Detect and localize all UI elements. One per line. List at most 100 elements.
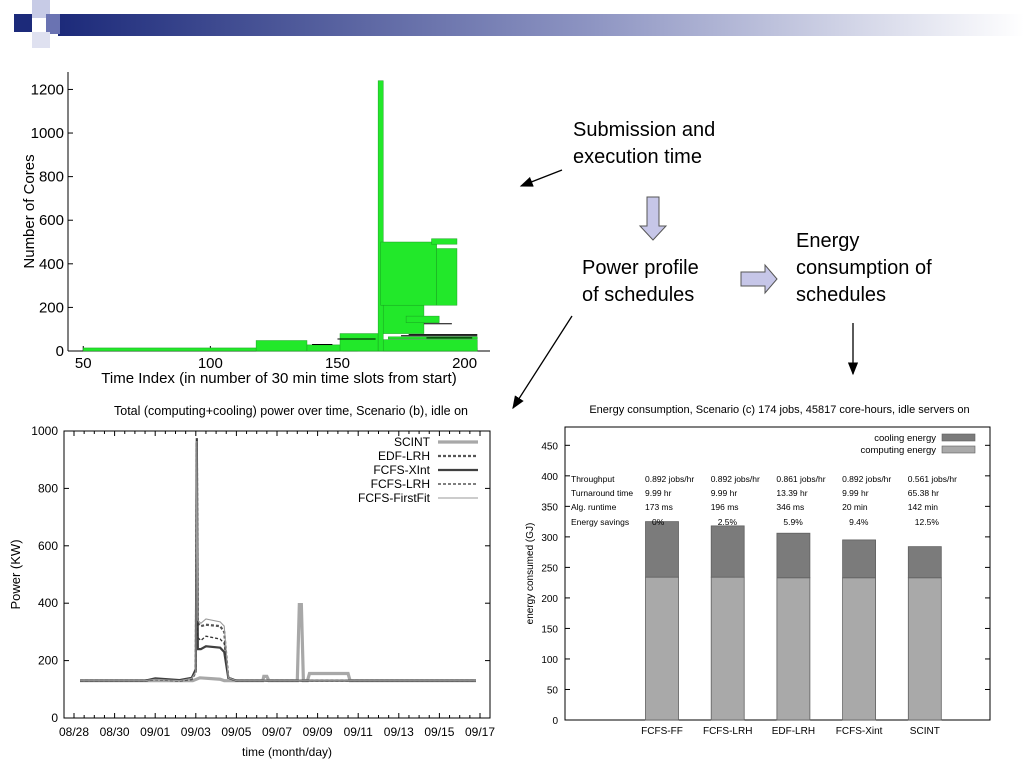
header-square-pale — [32, 32, 50, 48]
cores-y-tick-label: 600 — [39, 212, 64, 229]
arrow-to-core-chart — [519, 169, 563, 187]
cores-y-axis-label: Number of Cores — [21, 154, 38, 268]
block-arrow-right — [740, 263, 778, 295]
energy-bar-segment — [710, 525, 745, 578]
energy-table-row-label: Turnaround time — [571, 488, 633, 498]
cores-bar — [436, 248, 458, 306]
power-legend-label: FCFS-XInt — [373, 463, 430, 477]
energy-table-cell: 9.4% — [849, 517, 869, 527]
energy-table-cell: 196 ms — [711, 502, 739, 512]
energy-category-label: FCFS-FF — [641, 726, 683, 737]
energy-bar-segment — [776, 577, 811, 721]
energy-table-cell: 20 min — [842, 502, 868, 512]
energy-category-label: FCFS-Xint — [836, 726, 883, 737]
power-legend-label: FCFS-LRH — [371, 477, 430, 491]
energy-y-tick-label: 450 — [541, 441, 558, 452]
power-legend-label: FCFS-FirstFit — [358, 491, 431, 505]
energy-bar-segment — [842, 539, 876, 579]
energy-table-row-label: Energy savings — [571, 517, 629, 527]
cores-x-tick-label: 100 — [198, 355, 223, 372]
energy-legend-label: cooling energy — [874, 433, 936, 444]
power-chart-title: Total (computing+cooling) power over tim… — [114, 404, 468, 418]
energy-table-cell: 9.99 hr — [645, 488, 672, 498]
power-x-tick-label: 09/03 — [181, 725, 211, 739]
power-profile-callout: Power profile of schedules — [582, 255, 699, 309]
power-x-tick-label: 09/09 — [303, 725, 333, 739]
energy-y-tick-label: 100 — [541, 655, 558, 666]
power-x-tick-label: 09/17 — [465, 725, 495, 739]
submission-callout: Submission and execution time — [573, 117, 715, 171]
energy-table-cell: 346 ms — [776, 502, 804, 512]
power-x-tick-label: 09/15 — [424, 725, 454, 739]
energy-y-tick-label: 50 — [547, 685, 559, 696]
energy-category-label: FCFS-LRH — [703, 726, 752, 737]
energy-category-label: EDF-LRH — [772, 726, 815, 737]
cores-bar — [377, 80, 384, 352]
energy-table-cell: 142 min — [908, 502, 939, 512]
energy-table-cell: 5.9% — [783, 517, 803, 527]
power-y-axis-label: Power (KW) — [8, 539, 23, 609]
energy-bar-segment — [645, 521, 679, 578]
power-y-tick-label: 600 — [38, 539, 58, 553]
power-x-tick-label: 09/01 — [140, 725, 170, 739]
power-profile-callout-line1: Power profile — [582, 257, 699, 279]
power-y-tick-label: 1000 — [31, 424, 58, 438]
energy-table-cell: 0.861 jobs/hr — [776, 474, 825, 484]
energy-table-cell: 12.5% — [915, 517, 940, 527]
power-legend-label: SCINT — [394, 435, 431, 449]
cores-bar — [431, 238, 458, 245]
cores-y-tick-label: 400 — [39, 256, 64, 273]
energy-table-cell: 13.39 hr — [776, 488, 807, 498]
energy-y-tick-label: 150 — [541, 624, 558, 635]
energy-callout-line2: consumption of — [796, 257, 932, 279]
energy-table-cell: 0.892 jobs/hr — [842, 474, 891, 484]
energy-callout-line3: schedules — [796, 284, 887, 306]
energy-callout-line1: Energy — [796, 230, 860, 252]
header-square-mid — [46, 14, 60, 34]
energy-chart-title: Energy consumption, Scenario (c) 174 job… — [589, 404, 969, 416]
energy-table-cell: 9.99 hr — [842, 488, 869, 498]
energy-table-row-label: Throughput — [571, 474, 615, 484]
cores-y-tick-label: 1200 — [31, 81, 64, 98]
submission-callout-line1: Submission and — [573, 119, 716, 141]
header-gradient-bar — [58, 14, 1024, 36]
energy-callout: Energy consumption of schedules — [796, 228, 932, 309]
energy-bar-segment — [776, 532, 811, 579]
energy-table-cell: 65.38 hr — [908, 488, 939, 498]
cores-y-tick-label: 200 — [39, 299, 64, 316]
power-y-tick-label: 400 — [38, 596, 58, 610]
cores-bar — [405, 315, 440, 323]
energy-bar-segment — [842, 577, 876, 721]
energy-table-cell: 0.892 jobs/hr — [711, 474, 760, 484]
energy-table-cell: 0.561 jobs/hr — [908, 474, 957, 484]
power-x-tick-label: 08/28 — [59, 725, 89, 739]
power-profile-callout-line2: of schedules — [582, 284, 695, 306]
energy-y-tick-label: 250 — [541, 563, 558, 574]
header-square-dark — [14, 14, 32, 32]
energy-bar-segment — [710, 576, 745, 721]
energy-table-cell: 0.892 jobs/hr — [645, 474, 694, 484]
cores-y-tick-label: 1000 — [31, 125, 64, 142]
energy-y-tick-label: 300 — [541, 533, 558, 544]
energy-table-row-label: Alg. runtime — [571, 502, 617, 512]
energy-y-tick-label: 400 — [541, 472, 558, 483]
power-x-axis-label: time (month/day) — [242, 745, 332, 759]
energy-y-tick-label: 200 — [541, 594, 558, 605]
energy-table-cell: 9.99 hr — [711, 488, 738, 498]
energy-y-tick-label: 350 — [541, 502, 558, 513]
power-x-tick-label: 09/05 — [221, 725, 251, 739]
header-square-light — [32, 0, 50, 18]
cores-y-tick-label: 0 — [56, 343, 64, 360]
energy-table-cell: 2.5% — [718, 517, 738, 527]
cores-x-tick-label: 50 — [75, 355, 92, 372]
power-series-line — [80, 441, 476, 682]
energy-table-cell: 173 ms — [645, 502, 673, 512]
cores-x-axis-label: Time Index (in number of 30 min time slo… — [101, 370, 456, 387]
energy-bar-segment — [907, 577, 942, 721]
energy-legend-swatch — [941, 445, 976, 454]
power-x-tick-label: 09/11 — [344, 725, 373, 739]
energy-legend-swatch — [941, 433, 976, 442]
energy-category-label: SCINT — [910, 726, 940, 737]
